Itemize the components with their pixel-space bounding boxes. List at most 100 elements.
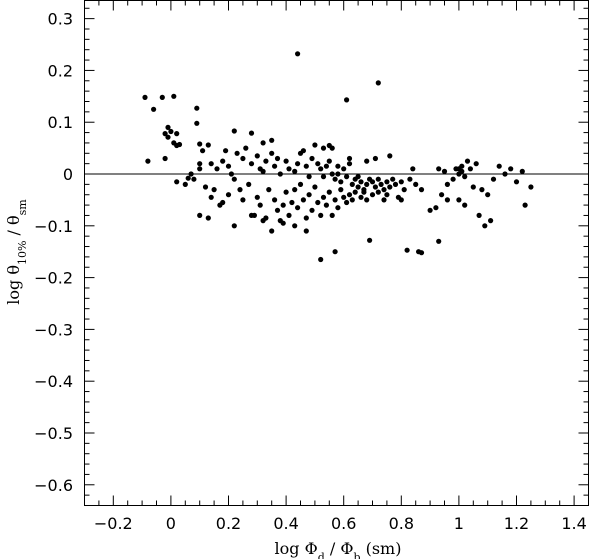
data-point <box>479 187 485 193</box>
data-point <box>462 202 468 208</box>
data-point <box>335 171 341 177</box>
data-point <box>145 158 151 164</box>
x-axis-label-mid: / Φ <box>325 539 354 558</box>
data-point <box>197 166 203 172</box>
data-point <box>286 212 292 218</box>
data-point <box>346 161 353 167</box>
data-point <box>292 168 298 174</box>
tick-labels: −0.2 0 0.2 0.4 0.6 0.8 1 1.2 1.4 0.3 0.2 0.1 0 −0.1 −0… <box>34 10 587 533</box>
data-point <box>295 51 301 57</box>
data-point <box>433 205 439 211</box>
data-point <box>205 142 211 148</box>
data-point <box>312 184 318 190</box>
data-point <box>286 166 292 172</box>
data-point <box>338 187 344 193</box>
data-point <box>197 161 203 167</box>
data-point <box>318 166 324 172</box>
data-point <box>418 250 425 256</box>
data-point <box>274 207 281 213</box>
y-axis-label-sub2: sm <box>16 199 29 216</box>
data-point <box>277 171 283 177</box>
data-point <box>295 205 301 211</box>
data-point <box>519 168 525 174</box>
x-axis-label: log Φd / Φb (sm) <box>275 539 402 559</box>
data-point <box>292 187 298 193</box>
data-point <box>248 130 255 136</box>
data-point <box>358 179 364 185</box>
data-point <box>401 187 407 193</box>
data-point <box>387 184 393 190</box>
data-point <box>375 176 381 182</box>
data-point <box>315 161 321 167</box>
data-point <box>318 212 324 218</box>
data-point <box>202 184 209 190</box>
data-point <box>312 142 318 148</box>
y-tick-label: −0.3 <box>34 320 73 339</box>
data-point <box>300 197 306 203</box>
y-axis-label-sub1: 10% <box>16 241 29 265</box>
data-point <box>214 166 220 172</box>
x-tick-label: 1.2 <box>504 514 529 533</box>
data-point <box>257 202 263 208</box>
data-point <box>205 215 211 221</box>
axis-ticks <box>84 0 589 506</box>
data-point <box>211 187 217 193</box>
data-point <box>269 150 275 156</box>
y-axis-label-mid: / θ <box>4 215 23 240</box>
data-point <box>162 131 168 137</box>
data-point <box>231 176 237 182</box>
data-point <box>364 158 370 164</box>
data-point <box>329 145 335 151</box>
data-point <box>384 192 390 198</box>
data-point <box>194 105 200 111</box>
data-point <box>289 199 295 206</box>
data-point <box>225 192 232 198</box>
data-point <box>297 150 304 156</box>
data-point <box>418 187 425 193</box>
data-point <box>364 181 370 187</box>
data-point <box>349 197 355 203</box>
data-point <box>413 181 419 187</box>
data-point <box>297 181 304 187</box>
x-tick-label: 0 <box>166 514 176 533</box>
data-point <box>436 166 442 172</box>
data-point <box>159 94 165 100</box>
data-point <box>441 168 448 174</box>
data-point <box>326 158 332 164</box>
data-point <box>358 194 364 200</box>
data-point <box>372 184 378 190</box>
data-point <box>352 189 358 195</box>
data-point <box>240 197 246 203</box>
x-tick-label: 1 <box>454 514 464 533</box>
data-point <box>323 163 329 169</box>
data-point <box>502 171 508 177</box>
data-point <box>378 181 384 187</box>
data-point <box>237 187 243 193</box>
data-point <box>369 179 376 185</box>
data-point <box>185 175 191 181</box>
data-point <box>332 249 338 255</box>
data-point <box>231 128 237 134</box>
data-point <box>220 199 226 206</box>
x-tick-label: 0.4 <box>273 514 298 533</box>
data-point <box>269 137 275 143</box>
data-point <box>162 155 168 162</box>
y-tick-label: −0.2 <box>34 269 73 288</box>
y-tick-label: 0.3 <box>48 10 73 29</box>
data-point <box>398 197 404 203</box>
data-point <box>364 197 370 203</box>
x-tick-label: 0.2 <box>216 514 241 533</box>
y-tick-label: 0.2 <box>48 61 73 80</box>
data-point <box>482 223 488 229</box>
data-point <box>335 163 341 169</box>
data-point <box>254 194 260 200</box>
data-point <box>346 192 353 198</box>
data-point <box>344 97 350 103</box>
data-point <box>488 218 494 224</box>
y-tick-label: −0.6 <box>34 476 73 495</box>
data-point <box>280 202 286 208</box>
data-point <box>344 199 350 206</box>
data-point <box>234 150 240 156</box>
data-point <box>485 192 491 198</box>
data-point <box>456 197 462 203</box>
